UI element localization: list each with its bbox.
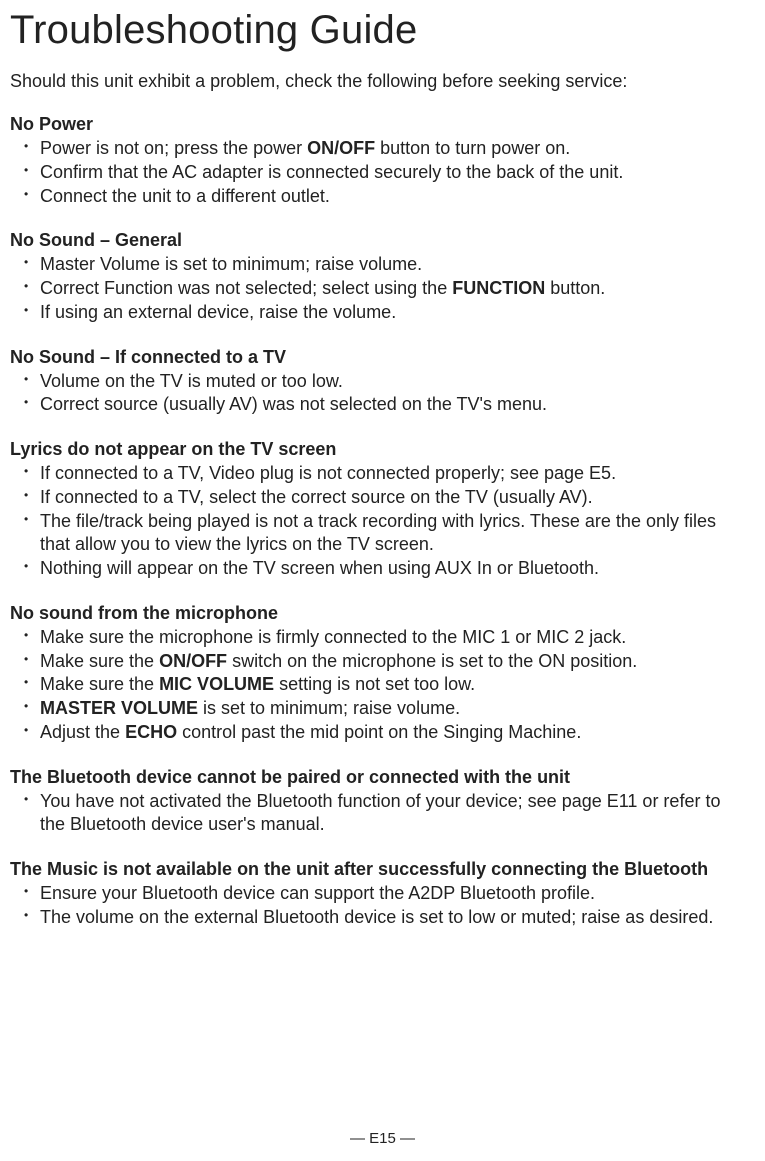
list-item: Confirm that the AC adapter is connected… — [24, 161, 737, 185]
intro-text: Should this unit exhibit a problem, chec… — [10, 71, 737, 92]
list-item: You have not activated the Bluetooth fun… — [24, 790, 737, 838]
bullet-list: Power is not on; press the power ON/OFF … — [10, 137, 737, 208]
list-item: Make sure the ON/OFF switch on the micro… — [24, 650, 737, 674]
list-item: Correct source (usually AV) was not sele… — [24, 393, 737, 417]
list-item: Make sure the microphone is firmly conne… — [24, 626, 737, 650]
bold-text: ON/OFF — [307, 138, 375, 158]
section-heading: The Bluetooth device cannot be paired or… — [10, 767, 737, 788]
list-item: If connected to a TV, Video plug is not … — [24, 462, 737, 486]
bold-text: MIC VOLUME — [159, 674, 274, 694]
list-item: Make sure the MIC VOLUME setting is not … — [24, 673, 737, 697]
list-item: Master Volume is set to minimum; raise v… — [24, 253, 737, 277]
bullet-list: Master Volume is set to minimum; raise v… — [10, 253, 737, 324]
bullet-list: You have not activated the Bluetooth fun… — [10, 790, 737, 838]
section-heading: The Music is not available on the unit a… — [10, 859, 737, 880]
bullet-list: Ensure your Bluetooth device can support… — [10, 882, 737, 930]
list-item: Correct Function was not selected; selec… — [24, 277, 737, 301]
bold-text: ON/OFF — [159, 651, 227, 671]
bold-text: FUNCTION — [452, 278, 545, 298]
list-item: MASTER VOLUME is set to minimum; raise v… — [24, 697, 737, 721]
bullet-list: If connected to a TV, Video plug is not … — [10, 462, 737, 581]
list-item: Volume on the TV is muted or too low. — [24, 370, 737, 394]
section-heading: No Power — [10, 114, 737, 135]
list-item: If connected to a TV, select the correct… — [24, 486, 737, 510]
section-heading: No sound from the microphone — [10, 603, 737, 624]
list-item: Connect the unit to a different outlet. — [24, 185, 737, 209]
list-item: The volume on the external Bluetooth dev… — [24, 906, 737, 930]
list-item: The file/track being played is not a tra… — [24, 510, 737, 558]
section-heading: No Sound – If connected to a TV — [10, 347, 737, 368]
section-heading: Lyrics do not appear on the TV screen — [10, 439, 737, 460]
page-title: Troubleshooting Guide — [10, 8, 737, 53]
list-item: Ensure your Bluetooth device can support… — [24, 882, 737, 906]
list-item: Nothing will appear on the TV screen whe… — [24, 557, 737, 581]
list-item: Power is not on; press the power ON/OFF … — [24, 137, 737, 161]
bullet-list: Make sure the microphone is firmly conne… — [10, 626, 737, 745]
bold-text: MASTER VOLUME — [40, 698, 198, 718]
bullet-list: Volume on the TV is muted or too low.Cor… — [10, 370, 737, 418]
section-heading: No Sound – General — [10, 230, 737, 251]
content-body: No PowerPower is not on; press the power… — [10, 114, 737, 930]
list-item: If using an external device, raise the v… — [24, 301, 737, 325]
page-footer: — E15 — — [0, 1130, 765, 1147]
list-item: Adjust the ECHO control past the mid poi… — [24, 721, 737, 745]
bold-text: ECHO — [125, 722, 177, 742]
